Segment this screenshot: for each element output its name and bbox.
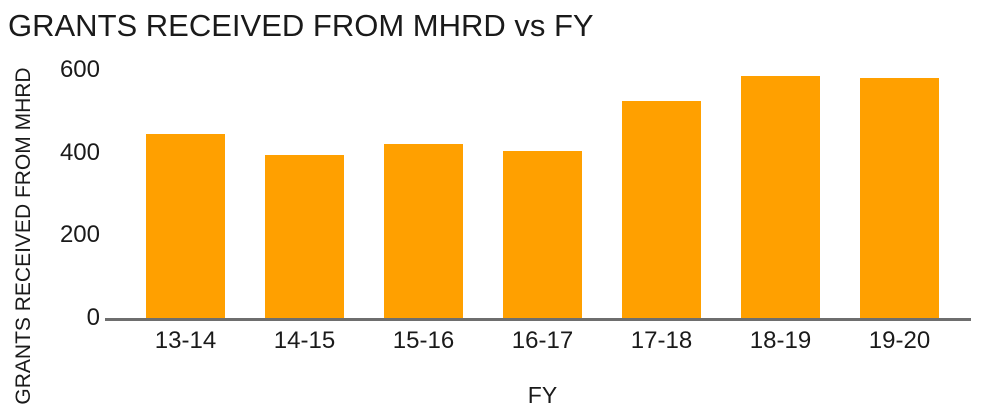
y-tick-label: 400 — [59, 138, 100, 166]
bars-area — [105, 70, 971, 318]
bar-slot — [602, 70, 721, 318]
chart-title: GRANTS RECEIVED FROM MHRD vs FY — [8, 8, 594, 43]
x-tick-label: 15-16 — [392, 327, 455, 354]
y-tick-label: 200 — [59, 221, 100, 249]
x-tick-label: 19-20 — [868, 327, 931, 354]
x-tick-label: 14-15 — [273, 327, 336, 354]
bar-slot — [245, 70, 364, 318]
x-axis-title: FY — [527, 382, 558, 408]
y-tick-label: 600 — [59, 56, 100, 83]
y-tick-label: 0 — [86, 304, 100, 331]
bar — [622, 101, 701, 318]
bar-slot — [126, 70, 245, 318]
bar — [384, 144, 463, 318]
x-tick-label: 13-14 — [154, 327, 217, 354]
bar-slot — [364, 70, 483, 318]
bar-slot — [483, 70, 602, 318]
x-tick-label: 18-19 — [749, 327, 812, 354]
bar — [503, 150, 582, 318]
x-tick-label: 16-17 — [511, 327, 574, 354]
bar — [741, 76, 820, 318]
x-axis-ticks: 13-14 14-15 15-16 16-17 17-18 18-19 19-20 — [105, 327, 971, 355]
bar-slot — [721, 70, 840, 318]
bar-slot — [840, 70, 959, 318]
bar — [265, 154, 344, 318]
x-tick-label: 17-18 — [630, 327, 693, 354]
bar — [146, 134, 225, 318]
bar — [860, 78, 939, 318]
x-axis-line — [105, 318, 971, 321]
